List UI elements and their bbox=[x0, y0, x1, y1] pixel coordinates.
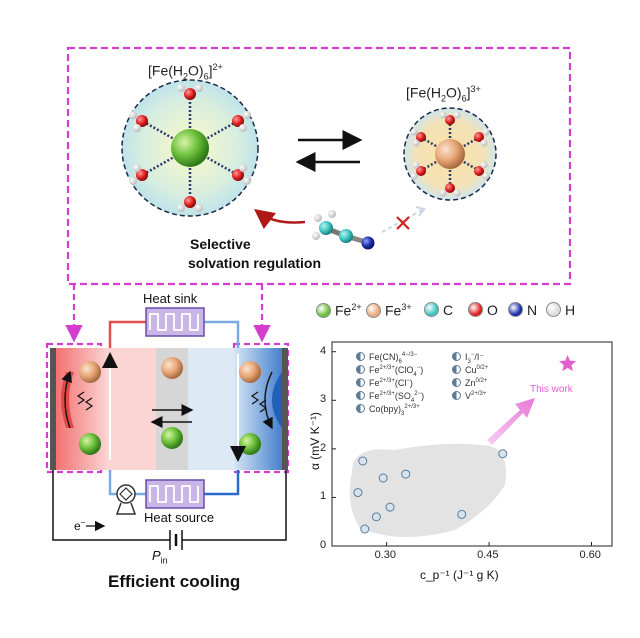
chart-legend-entry: I3−/I⁻ bbox=[452, 352, 484, 365]
scatter-point bbox=[457, 509, 467, 519]
marker-icon bbox=[356, 378, 365, 387]
legend-swatch bbox=[468, 302, 483, 317]
chart-legend-entry: Fe2+/3+(SO42−) bbox=[356, 391, 424, 404]
trend-arrow bbox=[487, 398, 535, 445]
scatter-point bbox=[360, 524, 370, 534]
scatter-point bbox=[358, 456, 368, 466]
legend-item-n: N bbox=[508, 302, 537, 318]
left-electrode-frame bbox=[45, 342, 103, 474]
battery-icon bbox=[169, 530, 183, 550]
power-label: Pin bbox=[152, 548, 168, 566]
regulation-arrow bbox=[254, 208, 306, 230]
heat-sink-block bbox=[145, 307, 205, 337]
legend-swatch bbox=[508, 302, 523, 317]
chart-legend-entry: Fe2+/3+(ClO4−) bbox=[356, 365, 423, 378]
fe3-solvation-sphere bbox=[403, 107, 497, 201]
scatter-point bbox=[353, 488, 363, 498]
chart-legend-entry: V2+/3+ bbox=[452, 391, 486, 401]
electron-label: e− bbox=[74, 518, 86, 533]
scatter-point bbox=[498, 449, 508, 459]
x-tick-label: 0.45 bbox=[477, 549, 499, 561]
fe2-solvation-sphere bbox=[121, 79, 259, 217]
chart-frame bbox=[331, 341, 613, 547]
legend-swatch bbox=[316, 302, 331, 318]
heat-sink-label: Heat sink bbox=[143, 291, 198, 306]
heat-source-block bbox=[145, 479, 205, 509]
thermocell-device bbox=[50, 348, 288, 470]
legend-item-c: C bbox=[424, 302, 453, 318]
chart-legend-entry: Zn0/2+ bbox=[452, 378, 487, 388]
chart bbox=[331, 341, 613, 547]
fe2-complex-label: [Fe(H2O)6]2+ bbox=[148, 62, 223, 82]
y-tick-label: 0 bbox=[320, 539, 327, 551]
legend-item-fe2plus: Fe2+ bbox=[316, 302, 362, 319]
scatter-point bbox=[401, 469, 411, 479]
x-tick-label: 0.60 bbox=[579, 549, 601, 561]
chart-legend-entry: Fe2+/3+(Cl−) bbox=[356, 378, 413, 388]
circuit-wire bbox=[52, 470, 287, 541]
legend-item-o: O bbox=[468, 302, 498, 318]
marker-icon bbox=[452, 352, 461, 361]
scatter-point bbox=[385, 502, 395, 512]
y-tick-label: 3 bbox=[320, 393, 327, 406]
device-caption: Efficient cooling bbox=[108, 572, 241, 591]
chart-legend-entry: Fe(CN)64−/3− bbox=[356, 352, 417, 365]
acetonitrile-molecule bbox=[312, 210, 375, 250]
this-work-star-icon bbox=[559, 354, 577, 372]
legend-item-fe3plus: Fe3+ bbox=[366, 302, 412, 319]
heat-source-label: Heat source bbox=[144, 510, 215, 525]
regulation-label-line1: Selective bbox=[190, 236, 251, 252]
y-tick-label: 1 bbox=[320, 490, 327, 503]
regulation-label-line2: solvation regulation bbox=[188, 255, 322, 271]
legend-swatch bbox=[424, 302, 439, 317]
legend-swatch bbox=[546, 302, 561, 317]
chart-xlabel: c_p⁻¹ (J⁻¹ g K) bbox=[420, 568, 499, 582]
fe3-complex-label: [Fe(H2O)6]3+ bbox=[406, 84, 481, 104]
marker-icon bbox=[356, 391, 365, 400]
y-tick-label: 4 bbox=[320, 344, 327, 357]
marker-icon bbox=[356, 404, 365, 413]
sink-pipe bbox=[108, 320, 146, 348]
marker-icon bbox=[452, 378, 461, 387]
scatter-point bbox=[371, 512, 381, 522]
legend-swatch bbox=[366, 302, 381, 318]
marker-icon bbox=[452, 391, 461, 400]
this-work-label: This work bbox=[530, 384, 573, 395]
chart-legend-entry: Cu0/2+ bbox=[452, 365, 488, 375]
legend-item-h: H bbox=[546, 302, 575, 318]
data-region bbox=[349, 443, 506, 538]
marker-icon bbox=[356, 365, 365, 374]
y-tick-label: 2 bbox=[320, 441, 327, 454]
blocked-x-icon bbox=[396, 216, 410, 230]
pump-icon bbox=[115, 484, 137, 515]
chart-legend-entry: Co(bpy)32+/3+ bbox=[356, 404, 420, 417]
marker-icon bbox=[452, 365, 461, 374]
marker-icon bbox=[356, 352, 365, 361]
top-dashed-frame bbox=[66, 46, 572, 286]
scatter-point bbox=[378, 473, 388, 483]
x-tick-label: 0.30 bbox=[374, 549, 397, 561]
